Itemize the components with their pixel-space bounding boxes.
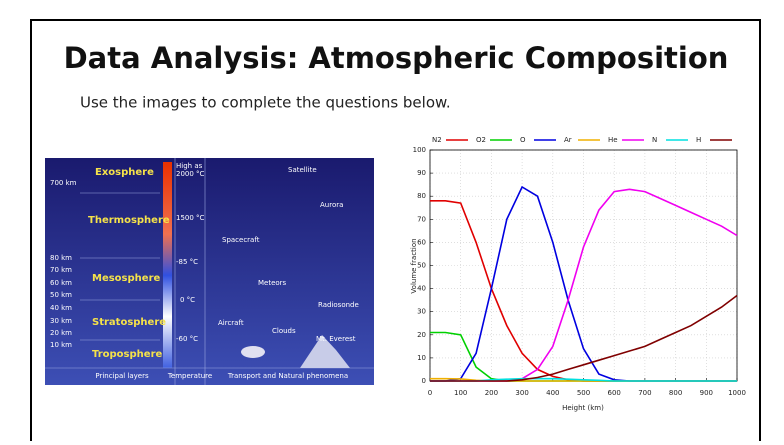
x-tick-label: 300: [515, 389, 528, 397]
y-tick-label: 60: [417, 238, 426, 246]
x-tick-label: 1000: [728, 389, 746, 397]
y-tick-label: 40: [417, 285, 426, 293]
x-tick-label: 0: [428, 389, 432, 397]
x-tick-label: 600: [608, 389, 621, 397]
x-axis-label: Height (km): [562, 404, 604, 412]
temperature: 0 °C: [180, 296, 195, 304]
legend-label: O: [520, 136, 526, 144]
temperature-bar: [163, 162, 172, 368]
layer: Exosphere: [95, 167, 154, 178]
phenomenon: Spacecraft: [222, 236, 260, 244]
instruction: Use the images to complete the questions…: [80, 94, 451, 112]
altitude: 20 km: [50, 329, 72, 337]
temperature: 2000 °C: [176, 170, 205, 178]
altitude: 30 km: [50, 317, 72, 325]
y-tick-label: 70: [417, 215, 426, 223]
temperature: High as: [176, 162, 203, 170]
y-tick-label: 80: [417, 192, 426, 200]
atmosphere-diagram: Exosphere Thermosphere Mesosphere Strato…: [45, 158, 374, 385]
series-line: [430, 294, 738, 382]
diagram-footer: Transport and Natural phenomena: [227, 372, 348, 380]
page-border: [30, 19, 761, 445]
diagram-footer: Principal layers: [95, 372, 149, 380]
altitude: 700 km: [50, 179, 77, 187]
cloud-icon: [241, 346, 265, 358]
x-tick-label: 700: [638, 389, 651, 397]
y-tick-label: 0: [422, 377, 426, 385]
layer: Thermosphere: [88, 215, 170, 226]
phenomenon: Meteors: [258, 279, 287, 287]
phenomenon: Aircraft: [218, 319, 244, 327]
altitude: 50 km: [50, 291, 72, 299]
x-tick-label: 400: [546, 389, 559, 397]
temperature: 1500 °C: [176, 214, 205, 222]
x-tick-label: 900: [700, 389, 713, 397]
temperature: -60 °C: [176, 335, 198, 343]
x-tick-label: 100: [454, 389, 467, 397]
x-tick-label: 500: [577, 389, 590, 397]
diagram-footer: Temperature: [167, 372, 212, 380]
phenomenon: Clouds: [272, 327, 296, 335]
legend-label: He: [608, 136, 618, 144]
title: Data Analysis: Atmospheric Composition: [64, 41, 729, 75]
y-tick-label: 20: [417, 331, 426, 339]
phenomenon: Satellite: [288, 166, 317, 174]
y-tick-label: 100: [413, 146, 426, 154]
altitude: 10 km: [50, 341, 72, 349]
legend-label: N: [652, 136, 657, 144]
altitude: 40 km: [50, 304, 72, 312]
y-tick-label: 50: [417, 262, 426, 270]
legend-label: Ar: [564, 136, 572, 144]
legend-label: H: [696, 136, 701, 144]
line-chart: Height (km) Volume fraction 0 10 20 30 40 50 6…: [410, 136, 746, 412]
phenomenon: Mt. Everest: [316, 335, 356, 343]
y-tick-label: 30: [417, 308, 426, 316]
x-tick-label: 800: [669, 389, 682, 397]
phenomenon: Aurora: [320, 201, 343, 209]
legend-label: O2: [476, 136, 486, 144]
altitude: 70 km: [50, 266, 72, 274]
altitude: 60 km: [50, 279, 72, 287]
legend-label: N2: [432, 136, 442, 144]
temperature: -85 °C: [176, 258, 198, 266]
y-tick-label: 10: [417, 354, 426, 362]
layer: Troposphere: [92, 349, 162, 360]
mountain-icon: [300, 335, 350, 368]
phenomenon: Radiosonde: [318, 301, 359, 309]
y-tick-label: 90: [417, 169, 426, 177]
y-axis-label: Volume fraction: [410, 238, 418, 293]
altitude: 80 km: [50, 254, 72, 262]
layer: Mesosphere: [92, 273, 160, 284]
layer: Stratosphere: [92, 317, 166, 328]
x-tick-label: 200: [485, 389, 498, 397]
